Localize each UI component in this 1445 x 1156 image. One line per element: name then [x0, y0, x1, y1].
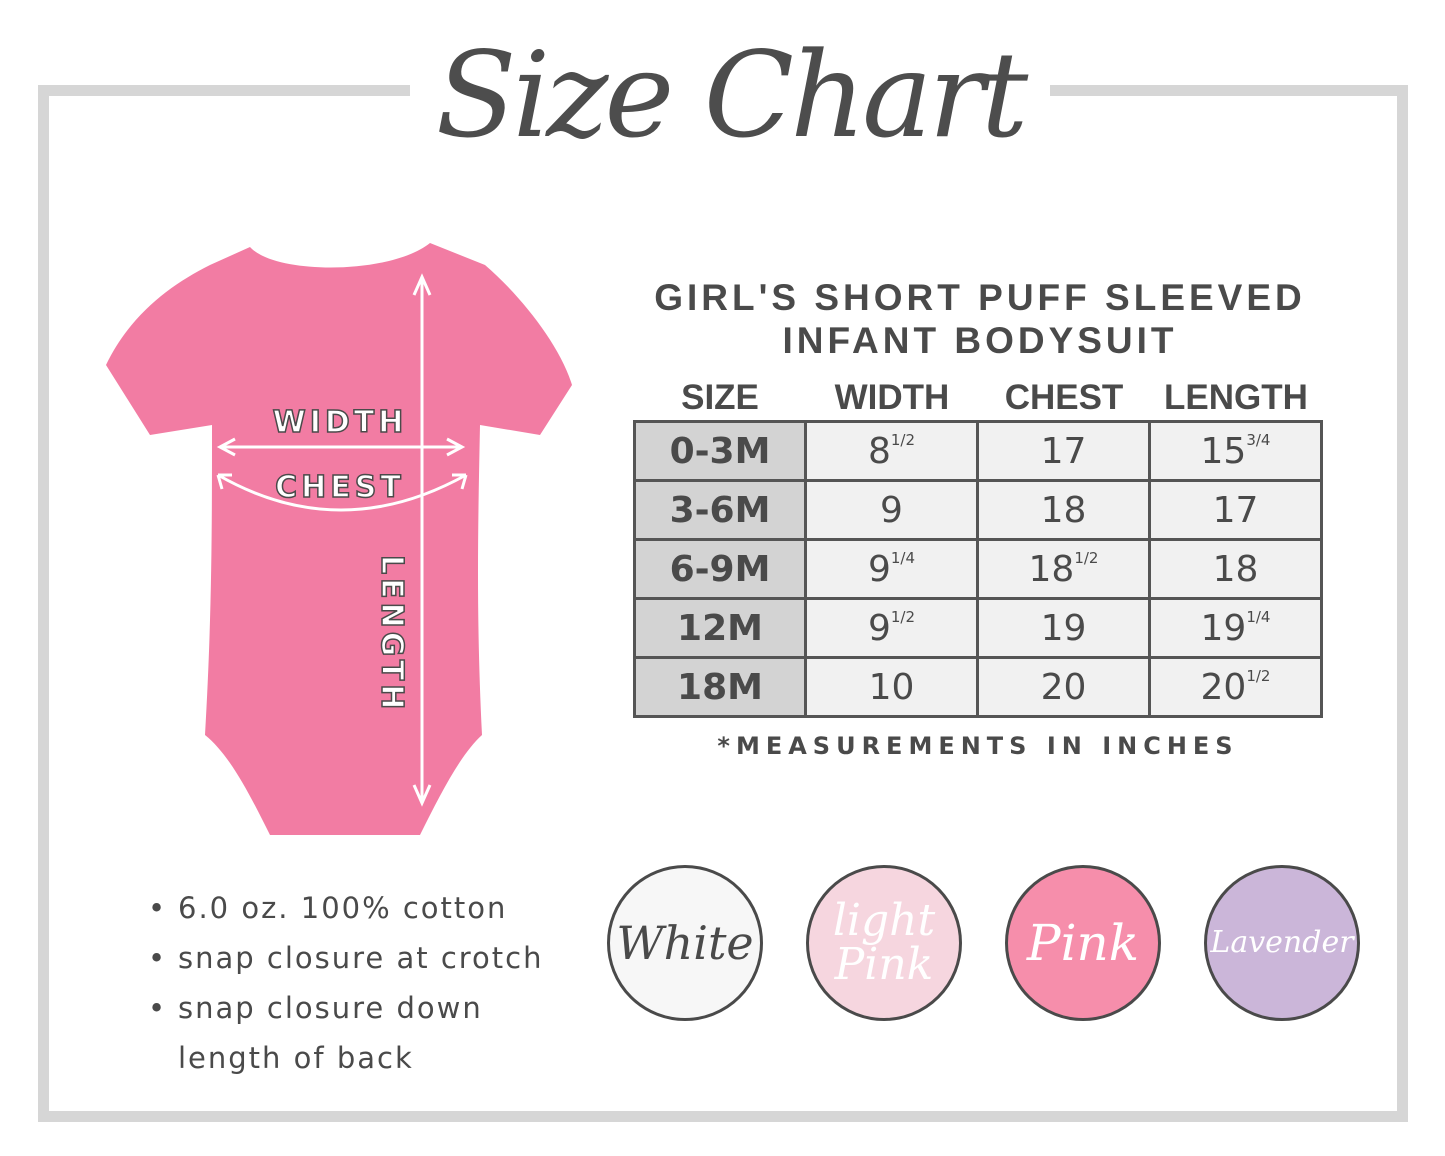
- width-cell: 81/2: [804, 420, 979, 482]
- width-cell-value: 8: [867, 430, 891, 472]
- size-cell-value: 12M: [677, 607, 763, 649]
- length-cell-fraction: 1/4: [1246, 607, 1271, 626]
- product-title-line-2: INFANT BODYSUIT: [782, 320, 1178, 361]
- size-cell: 0-3M: [633, 420, 807, 482]
- size-cell: 18M: [633, 656, 807, 718]
- swatch-label: White: [616, 916, 754, 970]
- swatch-label: Lavender: [1210, 925, 1354, 960]
- chest-cell-value: 18: [1028, 548, 1075, 590]
- product-title-line-1: GIRL'S SHORT PUFF SLEEVED: [654, 277, 1306, 318]
- chest-cell-fraction: 1/2: [1074, 548, 1099, 567]
- feature-item: snap closure at crotch: [148, 933, 544, 983]
- length-cell-value: 15: [1200, 430, 1247, 472]
- chest-cell-value: 20: [1040, 666, 1087, 708]
- chest-cell: 20: [976, 656, 1151, 718]
- header-chest: CHEST: [1004, 378, 1124, 417]
- chest-cell: 181/2: [976, 538, 1151, 600]
- length-cell: 153/4: [1148, 420, 1323, 482]
- chest-cell: 19: [976, 597, 1151, 659]
- width-cell-fraction: 1/2: [890, 607, 916, 626]
- width-cell-fraction: 1/4: [890, 548, 916, 567]
- length-cell: 201/2: [1148, 656, 1323, 718]
- chest-cell-value: 17: [1040, 430, 1087, 472]
- width-label: WIDTH: [273, 405, 408, 440]
- width-cell: 10: [804, 656, 979, 718]
- chest-cell: 18: [976, 479, 1151, 541]
- table-row: 3-6M 9 18 17: [633, 479, 1323, 541]
- chest-cell-value: 19: [1040, 607, 1087, 649]
- color-swatch-pink: Pink: [1005, 865, 1161, 1021]
- bodysuit-diagram: WIDTH CHEST LENGTH: [106, 243, 572, 835]
- feature-item: snap closure down length of back: [148, 983, 508, 1083]
- length-cell: 17: [1148, 479, 1323, 541]
- measurement-note: *MEASUREMENTS IN INCHES: [717, 732, 1239, 760]
- color-swatch-white: White: [607, 865, 763, 1021]
- width-cell: 9: [804, 479, 979, 541]
- bodysuit-shape: [106, 243, 572, 835]
- size-cell-value: 0-3M: [669, 430, 771, 472]
- length-cell-value: 20: [1200, 666, 1247, 708]
- length-label: LENGTH: [374, 555, 409, 713]
- feature-list: 6.0 oz. 100% cotton snap closure at crot…: [148, 883, 544, 1083]
- size-cell: 12M: [633, 597, 807, 659]
- chest-cell: 17: [976, 420, 1151, 482]
- length-cell: 18: [1148, 538, 1323, 600]
- size-cell: 6-9M: [633, 538, 807, 600]
- width-cell-value: 9: [880, 489, 903, 531]
- color-swatch-lavender: Lavender: [1204, 865, 1360, 1021]
- table-row: 12M 91/2 19 191/4: [633, 597, 1323, 659]
- width-cell: 91/4: [804, 538, 979, 600]
- feature-item: 6.0 oz. 100% cotton: [148, 883, 544, 933]
- width-cell: 91/2: [804, 597, 979, 659]
- table-row: 18M 10 20 201/2: [633, 656, 1323, 718]
- size-cell: 3-6M: [633, 479, 807, 541]
- header-width: WIDTH: [834, 378, 950, 417]
- table-row: 6-9M 91/4 181/2 18: [633, 538, 1323, 600]
- swatch-label: light Pink: [832, 895, 936, 990]
- page-title: Size Chart: [410, 10, 1050, 200]
- header-size: SIZE: [681, 378, 759, 417]
- length-cell-fraction: 3/4: [1246, 430, 1271, 449]
- width-cell-value: 10: [868, 666, 915, 708]
- chest-label: CHEST: [275, 470, 405, 505]
- table-row: 0-3M 81/2 17 153/4: [633, 420, 1323, 482]
- size-cell-value: 3-6M: [669, 489, 771, 531]
- size-cell-value: 6-9M: [669, 548, 771, 590]
- length-cell-value: 17: [1212, 489, 1259, 531]
- color-swatch-light-pink: light Pink: [806, 865, 962, 1021]
- width-cell-value: 9: [867, 607, 891, 649]
- chest-cell-value: 18: [1040, 489, 1087, 531]
- length-cell-fraction: 1/2: [1246, 666, 1271, 685]
- width-cell-fraction: 1/2: [890, 430, 916, 449]
- header-length: LENGTH: [1164, 378, 1308, 417]
- width-cell-value: 9: [867, 548, 891, 590]
- swatch-label: Pink: [1026, 914, 1140, 972]
- length-cell: 191/4: [1148, 597, 1323, 659]
- size-table: 0-3M 81/2 17 153/4 3-6M 9 18 17 6-9M 91/4 181/2 18 1…: [633, 420, 1323, 718]
- length-cell-value: 19: [1200, 607, 1247, 649]
- product-heading: GIRL'S SHORT PUFF SLEEVED INFANT BODYSUI…: [600, 276, 1360, 362]
- length-cell-value: 18: [1212, 548, 1259, 590]
- size-cell-value: 18M: [677, 666, 763, 708]
